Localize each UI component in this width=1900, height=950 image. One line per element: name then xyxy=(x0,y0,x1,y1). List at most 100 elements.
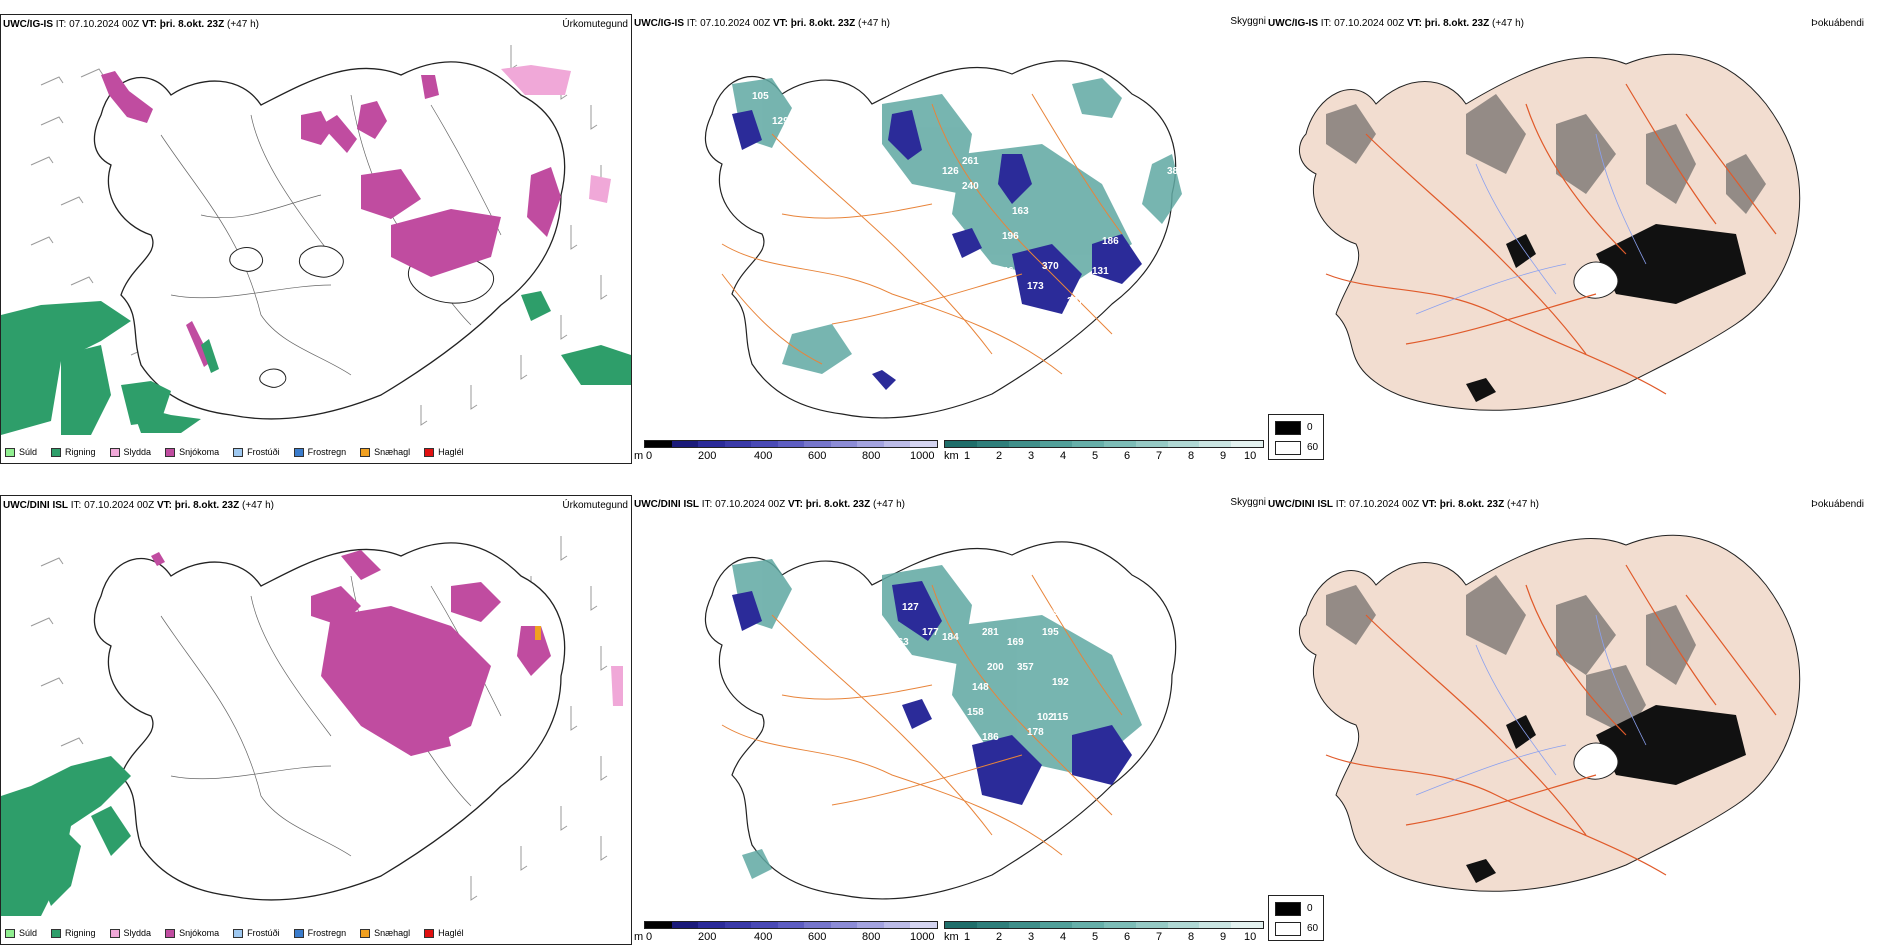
swatch xyxy=(51,928,62,938)
svg-text:105: 105 xyxy=(752,91,769,102)
rain-areas xyxy=(1,291,631,435)
swatch xyxy=(109,447,120,457)
svg-text:131: 131 xyxy=(1092,266,1109,277)
svg-text:192: 192 xyxy=(1052,677,1069,688)
precip-type-panel-bottom: UWC/DINI ISL IT: 07.10.2024 00Z VT: þri.… xyxy=(0,495,632,945)
tick-label: 400 xyxy=(754,450,773,462)
colorbar-strip xyxy=(644,440,938,448)
tick-label: 3 xyxy=(1028,931,1035,943)
svg-text:126: 126 xyxy=(942,166,959,177)
legend-item: Snæhagl xyxy=(360,447,410,457)
tick-label: 1 xyxy=(964,931,971,943)
swatch xyxy=(424,928,435,938)
tick-label: 0 xyxy=(646,931,653,943)
svg-text:146: 146 xyxy=(997,266,1014,277)
svg-text:102: 102 xyxy=(1037,712,1054,723)
tick-label: 200 xyxy=(698,450,717,462)
svg-text:177: 177 xyxy=(922,627,939,638)
panel-title: Skyggni xyxy=(1230,497,1266,508)
fog-legend-white xyxy=(1275,922,1301,936)
svg-text:178: 178 xyxy=(1027,727,1044,738)
legend-item: Haglél xyxy=(424,447,464,457)
legend-item: Snjókoma xyxy=(165,447,219,457)
swatch xyxy=(360,447,371,457)
panel-header: UWC/DINI ISL IT: 07.10.2024 00Z VT: þri.… xyxy=(1268,499,1539,510)
colorbar-height: m 0 200 400 600 800 1000 xyxy=(634,440,938,464)
cloud-base-map: 105 129 261 240 126 163 196 265 386 111 … xyxy=(704,60,1184,419)
svg-text:409: 409 xyxy=(997,602,1014,613)
tick-label: 8 xyxy=(1188,931,1195,943)
tick-label: 4 xyxy=(1060,931,1067,943)
colorbar-unit: km xyxy=(944,450,959,462)
fog-legend: 0 60 xyxy=(1268,895,1324,941)
svg-text:281: 281 xyxy=(982,627,999,638)
tick-label: 800 xyxy=(862,931,881,943)
snow-areas xyxy=(101,71,561,367)
svg-text:158: 158 xyxy=(967,707,984,718)
tick-label: 5 xyxy=(1092,931,1099,943)
legend-item: Rigning xyxy=(51,447,96,457)
panel-title: Þokuábendi xyxy=(1811,499,1864,510)
swatch xyxy=(424,447,435,457)
precip-legend: Súld Rigning Slydda Snjókoma Frostúði Fr… xyxy=(5,928,464,938)
legend-item: Slydda xyxy=(109,447,151,457)
precip-map xyxy=(1,45,631,435)
tick-label: 3 xyxy=(1028,450,1035,462)
svg-text:370: 370 xyxy=(1042,261,1059,272)
svg-text:599: 599 xyxy=(1042,607,1059,618)
tick-label: 4 xyxy=(1060,450,1067,462)
svg-text:393: 393 xyxy=(1042,572,1059,583)
svg-text:148: 148 xyxy=(972,682,989,693)
legend-item: Rigning xyxy=(51,928,96,938)
swatch xyxy=(51,447,62,457)
svg-text:186: 186 xyxy=(1102,236,1119,247)
tick-label: 600 xyxy=(808,931,827,943)
colorbar-unit: m xyxy=(634,450,644,462)
svg-text:200: 200 xyxy=(987,662,1004,673)
svg-text:169: 169 xyxy=(1007,637,1024,648)
colorbar-unit: km xyxy=(944,931,959,943)
tick-label: 2 xyxy=(996,450,1003,462)
svg-text:111: 111 xyxy=(907,236,923,247)
legend-item: Snjókoma xyxy=(165,928,219,938)
colorbar-distance: km 1 2 3 4 5 6 7 8 9 10 xyxy=(944,921,1264,945)
fog-legend-label: 0 xyxy=(1307,903,1313,914)
tick-label: 9 xyxy=(1220,931,1227,943)
fog-map xyxy=(1298,53,1801,411)
panel-title: Skyggni xyxy=(1230,16,1266,27)
panel-header: UWC/IG-IS IT: 07.10.2024 00Z VT: þri. 8.… xyxy=(3,19,259,30)
tick-label: 10 xyxy=(1244,450,1257,462)
legend-item: Snæhagl xyxy=(360,928,410,938)
colorbar-height: m 0 200 400 600 800 1000 xyxy=(634,921,938,945)
tick-label: 10 xyxy=(1244,931,1257,943)
swatch xyxy=(293,447,304,457)
tick-label: 800 xyxy=(862,450,881,462)
svg-text:400: 400 xyxy=(952,567,969,578)
cloud-base-map: 127 400 336 393 163 177 184 409 599 281 … xyxy=(704,541,1177,900)
svg-text:195: 195 xyxy=(1042,627,1059,638)
svg-text:163: 163 xyxy=(892,637,909,648)
panel-header: UWC/IG-IS IT: 07.10.2024 00Z VT: þri. 8.… xyxy=(634,18,890,29)
legend-item: Haglél xyxy=(424,928,464,938)
swatch xyxy=(233,447,244,457)
legend-item: Frostúði xyxy=(233,447,280,457)
svg-text:265: 265 xyxy=(1122,156,1139,167)
tick-label: 7 xyxy=(1156,931,1163,943)
precip-legend: Súld Rigning Slydda Snjókoma Frostúði Fr… xyxy=(5,447,464,457)
svg-text:127: 127 xyxy=(902,602,919,613)
fog-legend: 0 60 xyxy=(1268,414,1324,460)
svg-text:386: 386 xyxy=(1167,166,1184,177)
legend-item: Frostregn xyxy=(293,447,346,457)
iceland-outline xyxy=(93,61,566,420)
fog-legend-label: 60 xyxy=(1307,923,1319,934)
tick-label: 0 xyxy=(646,450,653,462)
cloud-base-panel-top: UWC/IG-IS IT: 07.10.2024 00Z VT: þri. 8.… xyxy=(632,14,1266,464)
legend-item: Frostúði xyxy=(233,928,280,938)
tick-label: 9 xyxy=(1220,450,1227,462)
colorbar-distance: km 1 2 3 4 5 6 7 8 9 10 xyxy=(944,440,1264,464)
svg-text:163: 163 xyxy=(1012,206,1029,217)
fog-panel-bottom: UWC/DINI ISL IT: 07.10.2024 00Z VT: þri.… xyxy=(1266,495,1900,945)
tick-label: 1 xyxy=(964,450,971,462)
colorbar-strip xyxy=(644,921,938,929)
legend-item: Slydda xyxy=(109,928,151,938)
